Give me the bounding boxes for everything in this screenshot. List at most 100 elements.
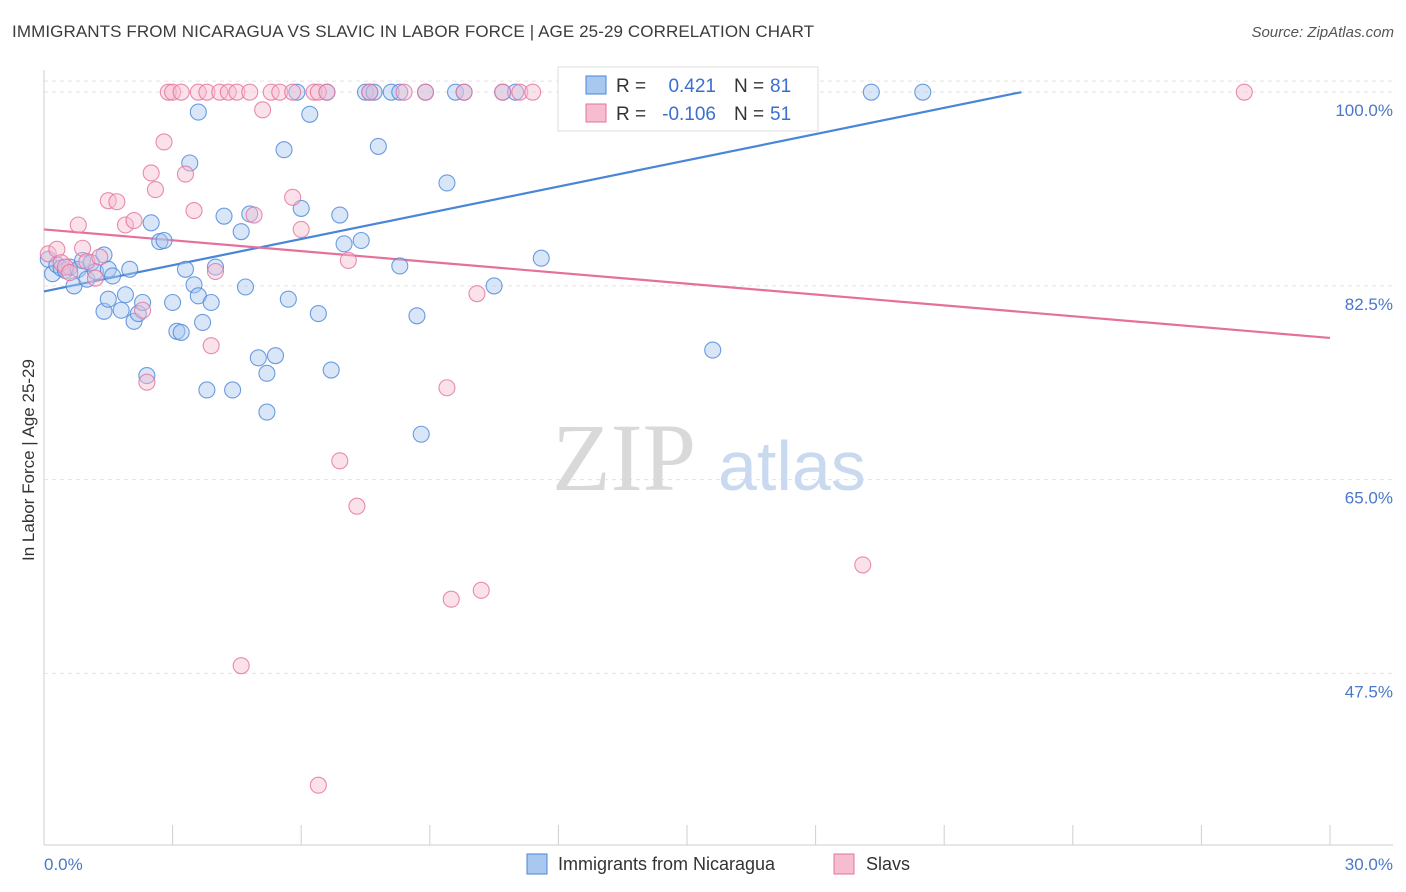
nicaragua-point: [532, 249, 550, 267]
nicaragua-point: [142, 214, 160, 232]
slavs-point: [48, 240, 66, 258]
y-tick-label: 100.0%: [1335, 101, 1393, 120]
slavs-point: [331, 452, 349, 470]
slavs-point: [318, 83, 336, 101]
nicaragua-point: [446, 83, 465, 101]
nicaragua-point: [301, 105, 319, 123]
slavs-point: [99, 192, 117, 210]
slavs-point: [262, 83, 280, 101]
slavs-point: [211, 83, 229, 101]
y-tick-labels: 100.0% 82.5% 65.0% 47.5%: [1335, 101, 1393, 701]
nicaragua-point: [104, 267, 122, 285]
nicaragua-point: [189, 103, 207, 121]
slavs-point: [228, 83, 246, 101]
slavs-point: [172, 83, 190, 101]
nicaragua-point: [258, 364, 276, 382]
nicaragua-point: [288, 83, 306, 101]
nicaragua-point: [704, 341, 722, 359]
slavs-point: [155, 133, 173, 151]
slavs-point: [134, 301, 152, 319]
nicaragua-point: [258, 403, 276, 421]
watermark-zip: ZIP: [552, 404, 696, 511]
legend-n-label-1: N =: [734, 76, 764, 97]
stats-legend: R = 0.421 N = 81 R = -0.106 N = 51: [557, 66, 819, 132]
slavs-point: [202, 337, 220, 355]
slavs-point: [78, 252, 96, 271]
nicaragua-point: [164, 293, 182, 312]
nicaragua-point: [365, 83, 383, 101]
slavs-point: [138, 373, 156, 391]
slavs-point: [198, 83, 216, 101]
y-tick-label: 65.0%: [1345, 489, 1393, 508]
slavs-point: [305, 83, 323, 101]
nicaragua-point: [138, 367, 156, 385]
nicaragua-point: [112, 301, 130, 319]
legend-r-value-2: -0.106: [662, 104, 716, 125]
slavs-point: [61, 264, 79, 282]
slavs-point: [91, 248, 109, 266]
slavs-point: [108, 193, 126, 211]
slavs-point: [511, 83, 529, 101]
slavs-point: [176, 165, 195, 183]
slavs-point: [348, 497, 366, 515]
legend-r-value-1: 0.421: [668, 76, 716, 97]
slavs-point: [86, 269, 104, 287]
nicaragua-point: [232, 223, 250, 241]
nicaragua-point: [369, 137, 387, 155]
nicaragua-point: [485, 277, 503, 295]
nicaragua-point: [391, 83, 409, 101]
axes: [43, 70, 1393, 846]
nicaragua-point: [236, 278, 255, 296]
series-swatch-nicaragua: [526, 853, 548, 875]
nicaragua-point: [176, 260, 195, 278]
slavs-point: [361, 83, 379, 101]
nicaragua-point: [202, 293, 220, 312]
source-label: Source: ZipAtlas.com: [1251, 24, 1394, 41]
legend-r-label-2: R =: [616, 104, 646, 125]
slavs-point: [395, 83, 413, 101]
slavs-point: [164, 83, 182, 101]
legend-n-value-1: 81: [770, 76, 791, 97]
x-tick-label-max: 30.0%: [1345, 855, 1393, 874]
slavs-point: [116, 216, 134, 234]
slavs-point: [189, 83, 207, 101]
slavs-point: [1235, 83, 1253, 101]
slavs-point: [39, 245, 57, 263]
slavs-point: [245, 206, 263, 224]
nicaragua-point: [116, 286, 134, 304]
slavs-point: [472, 581, 490, 599]
slavs-point: [206, 262, 225, 281]
nicaragua-point: [249, 349, 267, 367]
legend-n-label-2: N =: [734, 104, 764, 125]
nicaragua-point: [206, 258, 225, 276]
slavs-point: [284, 188, 302, 206]
slavs-trend-line: [43, 228, 1331, 340]
nicaragua-point: [155, 231, 173, 250]
slavs-point: [232, 657, 250, 675]
slavs-point: [494, 83, 512, 101]
nicaragua-trend-line: [43, 91, 1022, 293]
grid-lines: [44, 80, 1393, 674]
x-tick-label-min: 0.0%: [44, 855, 83, 874]
slavs-point: [74, 239, 92, 257]
nicaragua-point: [322, 361, 340, 379]
slavs-point: [416, 83, 435, 101]
nicaragua-point: [266, 347, 285, 365]
trend-lines: [43, 91, 1331, 340]
nicaragua-point: [309, 305, 327, 323]
slavs-point: [271, 83, 289, 101]
nicaragua-point: [438, 174, 456, 192]
nicaragua-point: [198, 381, 216, 399]
nicaragua-point: [356, 83, 375, 101]
nicaragua-point: [335, 235, 353, 253]
nicaragua-point: [391, 257, 409, 275]
nicaragua-point: [408, 307, 426, 325]
legend-swatch-blue: [585, 75, 607, 95]
y-axis-label: In Labor Force | Age 25-29: [19, 359, 38, 561]
slavs-point: [69, 216, 87, 234]
nicaragua-point: [185, 276, 203, 294]
nicaragua-point: [382, 83, 400, 101]
slavs-point: [339, 251, 357, 269]
nicaragua-point: [279, 290, 297, 308]
